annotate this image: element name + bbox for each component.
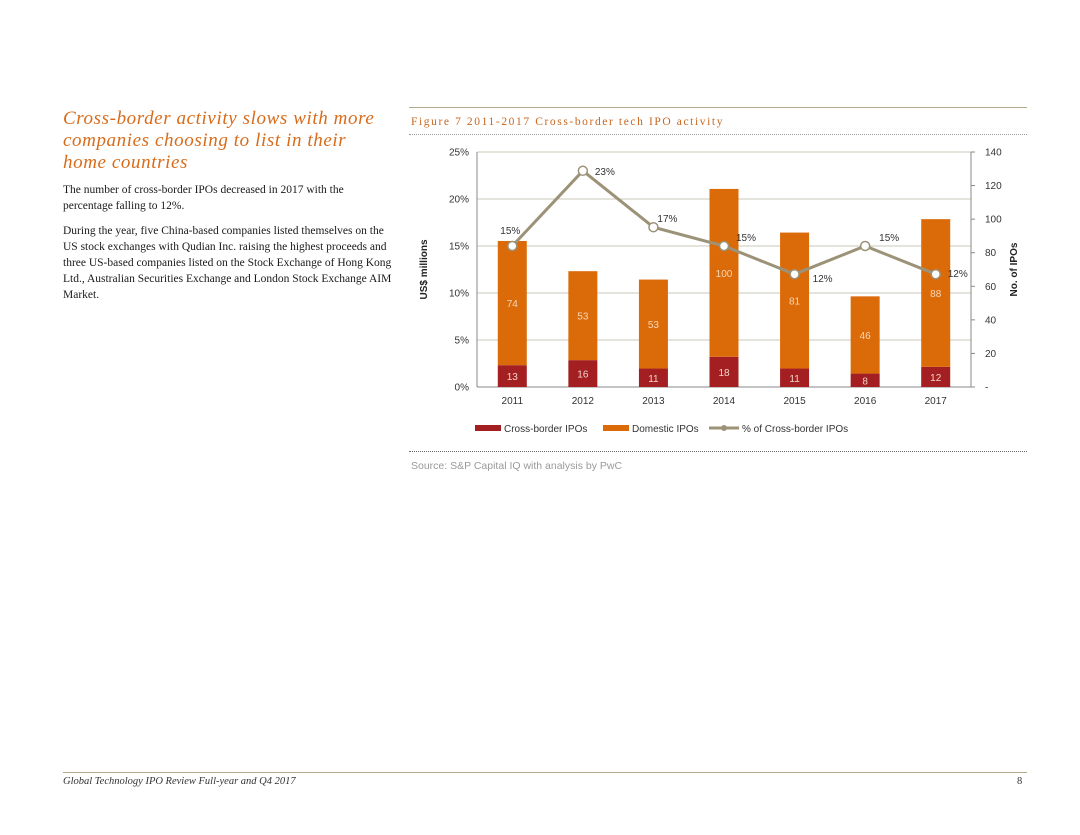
- cross-border-value-label: 13: [507, 372, 519, 383]
- pct-point: [718, 240, 730, 252]
- figure-top-rule: [409, 107, 1027, 108]
- legend-cross-border-swatch: [475, 425, 501, 431]
- figure-bottom-divider: [409, 451, 1027, 452]
- pct-point: [648, 221, 659, 233]
- pct-point: [577, 165, 589, 177]
- cross-border-bar: [497, 365, 527, 387]
- y-axis-title-right: No. of IPOs: [1009, 242, 1020, 296]
- left-tick-label: 5%: [455, 336, 470, 347]
- pct-point: [930, 268, 941, 280]
- left-tick-label: 15%: [449, 242, 469, 253]
- pct-point: [789, 268, 800, 280]
- x-tick-label: 2015: [783, 396, 806, 407]
- cross-border-value-label: 8: [862, 376, 868, 387]
- pct-point: [507, 240, 518, 252]
- left-tick-label: 20%: [449, 195, 469, 206]
- x-tick-label: 2014: [713, 396, 736, 407]
- legend-domestic-swatch: [603, 425, 629, 431]
- domestic-value-label: 88: [930, 289, 942, 300]
- cross-border-bar: [709, 356, 739, 387]
- domestic-value-label: 53: [577, 312, 589, 323]
- pct-point: [859, 240, 871, 252]
- pct-value-label: 15%: [736, 233, 756, 244]
- right-tick-label: 100: [985, 215, 1002, 226]
- right-tick-label: 20: [985, 349, 997, 360]
- domestic-value-label: 74: [507, 299, 519, 310]
- cross-border-bar: [568, 360, 598, 387]
- cross-border-value-label: 18: [718, 368, 730, 379]
- x-tick-label: 2016: [854, 396, 877, 407]
- cross-border-bar: [780, 368, 810, 387]
- domestic-bar: [709, 188, 739, 357]
- pct-value-label: 15%: [500, 226, 520, 237]
- domestic-value-label: 81: [789, 297, 801, 308]
- x-tick-label: 2012: [572, 396, 595, 407]
- cross-border-bar: [850, 373, 880, 387]
- domestic-value-label: 100: [716, 269, 733, 280]
- x-tick-label: 2013: [642, 396, 665, 407]
- figure-title-divider: [409, 134, 1027, 135]
- domestic-bar: [780, 232, 810, 369]
- cross-border-value-label: 11: [789, 374, 800, 385]
- section-heading: Cross-border activity slows with more co…: [63, 108, 375, 173]
- pct-value-label: 12%: [948, 269, 968, 280]
- left-tick-label: 10%: [449, 289, 469, 300]
- domestic-bar: [568, 271, 598, 361]
- y-axis-title-left: US$ millions: [419, 239, 430, 299]
- cross-border-value-label: 16: [577, 370, 589, 381]
- pct-value-label: 15%: [879, 233, 899, 244]
- paragraph-2: During the year, five China-based compan…: [63, 225, 392, 301]
- x-tick-label: 2017: [925, 396, 948, 407]
- pct-value-label: 17%: [657, 214, 677, 225]
- right-tick-label: 60: [985, 282, 997, 293]
- footer-title: Global Technology IPO Review Full-year a…: [63, 776, 296, 787]
- domestic-value-label: 53: [648, 320, 660, 331]
- x-tick-label: 2011: [502, 396, 524, 407]
- body-text: The number of cross-border IPOs decrease…: [63, 182, 393, 312]
- right-tick-label: 140: [985, 148, 1002, 159]
- domestic-bar: [850, 296, 880, 374]
- domestic-value-label: 46: [860, 331, 872, 342]
- domestic-bar: [497, 240, 527, 366]
- footer-rule: [63, 772, 1027, 773]
- domestic-bar: [638, 279, 668, 369]
- right-tick-label: -: [985, 383, 988, 394]
- legend-pct-label: % of Cross-border IPOs: [742, 424, 848, 435]
- right-tick-label: 120: [985, 181, 1002, 192]
- legend-pct-swatch-marker: [721, 425, 727, 431]
- paragraph-1: The number of cross-border IPOs decrease…: [63, 184, 344, 212]
- cross-border-value-label: 11: [648, 374, 659, 385]
- right-tick-label: 80: [985, 248, 997, 259]
- cross-border-ipo-chart: 0% 5% 10% 15% 20% 25% - 20 40 60 80 100 120 140 US$ mi…: [419, 148, 1020, 436]
- pct-value-label: 12%: [813, 274, 833, 285]
- cross-border-bar: [638, 368, 668, 387]
- pct-value-label: 23%: [595, 167, 615, 178]
- page-number: 8: [1017, 776, 1023, 787]
- legend-domestic-label: Domestic IPOs: [632, 424, 699, 435]
- left-tick-label: 0%: [455, 383, 470, 394]
- legend-cross-border-label: Cross-border IPOs: [504, 424, 587, 435]
- domestic-bar: [921, 219, 951, 367]
- left-tick-label: 25%: [449, 148, 469, 159]
- cross-border-value-label: 12: [930, 373, 942, 384]
- figure-title: Figure 7 2011-2017 Cross-border tech IPO…: [411, 116, 725, 128]
- right-tick-label: 40: [985, 315, 997, 326]
- figure-source: Source: S&P Capital IQ with analysis by …: [411, 460, 623, 472]
- cross-border-bar: [921, 366, 951, 387]
